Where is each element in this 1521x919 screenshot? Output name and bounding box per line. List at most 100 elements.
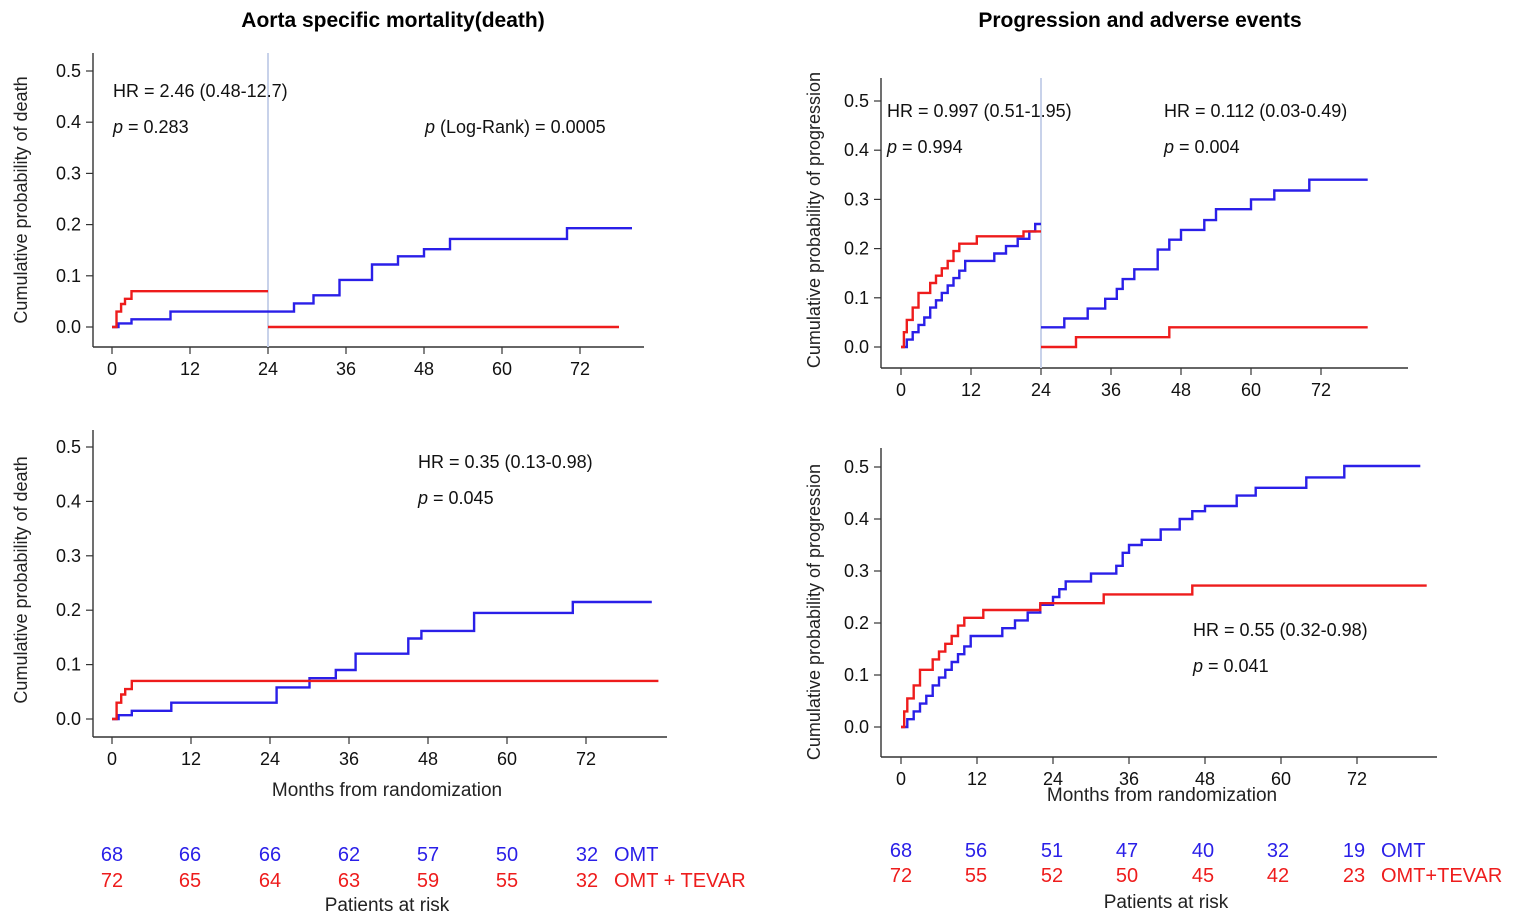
y-tick-label: 0.5 <box>844 91 869 111</box>
risk-count-tevar: 55 <box>965 865 987 887</box>
x-tick-label: 0 <box>896 769 906 789</box>
y-axis-label: Cumulative probability of progression <box>804 72 824 368</box>
risk-count-tevar: 63 <box>338 870 360 892</box>
risk-count-omt: 56 <box>965 840 987 862</box>
risk-count-omt: 32 <box>576 844 598 866</box>
y-tick-label: 0.0 <box>844 337 869 357</box>
panel-aorta-mortality-overall: 0.0 0.1 0.2 0.3 0.4 0.5 0 12 24 36 48 60 72 Cumulativ… <box>11 430 667 801</box>
risk-label-omt: OMT <box>614 844 658 866</box>
series-line-omt <box>112 600 652 721</box>
x-tick-label: 0 <box>896 380 906 400</box>
risk-count-omt: 51 <box>1041 840 1063 862</box>
x-tick-label: 72 <box>1347 769 1367 789</box>
hazard-ratio-label: HR = 0.112 (0.03-0.49) <box>1164 101 1347 121</box>
risk-count-omt: 62 <box>338 844 360 866</box>
y-tick-label: 0.2 <box>844 613 869 633</box>
y-tick-label: 0.5 <box>844 457 869 477</box>
p-value-label: p = 0.004 <box>1163 137 1240 157</box>
x-tick-label: 12 <box>967 769 987 789</box>
y-tick-label: 0.3 <box>844 561 869 581</box>
x-tick-label: 36 <box>1119 769 1139 789</box>
x-tick-label: 36 <box>339 749 359 769</box>
x-tick-label: 72 <box>570 359 590 379</box>
x-tick-label: 72 <box>1311 380 1331 400</box>
risk-count-omt: 68 <box>101 844 123 866</box>
y-tick-label: 0.1 <box>844 288 869 308</box>
risk-count-omt: 50 <box>496 844 518 866</box>
x-tick-label: 48 <box>418 749 438 769</box>
right-column-title: Progression and adverse events <box>978 9 1301 32</box>
x-tick-label: 36 <box>336 359 356 379</box>
x-tick-label: 60 <box>497 749 517 769</box>
left-column-title: Aorta specific mortality(death) <box>241 9 544 32</box>
y-tick-label: 0.3 <box>844 189 869 209</box>
y-tick-label: 0.1 <box>56 266 81 286</box>
y-tick-label: 0.1 <box>844 665 869 685</box>
x-tick-label: 48 <box>414 359 434 379</box>
risk-count-tevar: 55 <box>496 870 518 892</box>
risk-table-right: 68 56 51 47 40 32 19 72 55 52 50 45 42 23 OMT OMT+TEVAR… <box>890 840 1502 913</box>
x-tick-label: 24 <box>1043 769 1063 789</box>
p-value-label: p = 0.994 <box>886 137 963 157</box>
risk-count-omt: 32 <box>1267 840 1289 862</box>
risk-table-title: Patients at risk <box>325 895 450 916</box>
risk-count-tevar: 52 <box>1041 865 1063 887</box>
risk-table-left: 68 66 66 62 57 50 32 72 65 64 63 59 55 32 OMT OMT + TEV… <box>101 844 746 916</box>
x-tick-label: 36 <box>1101 380 1121 400</box>
y-tick-label: 0.2 <box>56 215 81 235</box>
y-tick-label: 0.5 <box>56 437 81 457</box>
x-tick-label: 60 <box>1241 380 1261 400</box>
hazard-ratio-label: HR = 0.35 (0.13-0.98) <box>418 452 593 472</box>
x-tick-label: 24 <box>258 359 278 379</box>
p-value-label: p = 0.283 <box>112 117 189 137</box>
risk-count-tevar: 65 <box>179 870 201 892</box>
series-line-omt-tevar <box>901 584 1427 729</box>
series-line-omt-tevar <box>1041 326 1368 349</box>
risk-count-tevar: 64 <box>259 870 281 892</box>
y-tick-label: 0.2 <box>844 239 869 259</box>
x-tick-label: 24 <box>260 749 280 769</box>
x-tick-label: 0 <box>107 359 117 379</box>
y-axis-label: Cumulative probability of progression <box>804 464 824 760</box>
risk-count-tevar: 32 <box>576 870 598 892</box>
risk-count-tevar: 23 <box>1343 865 1365 887</box>
hazard-ratio-label: HR = 0.55 (0.32-0.98) <box>1193 620 1368 640</box>
panel-progression-landmark: 0.0 0.1 0.2 0.3 0.4 0.5 0 12 24 36 48 60 72 Cumulativ… <box>804 72 1408 400</box>
series-line-omt <box>268 226 632 313</box>
hazard-ratio-label: HR = 2.46 (0.48-12.7) <box>113 81 288 101</box>
y-tick-label: 0.0 <box>844 717 869 737</box>
x-tick-label: 60 <box>492 359 512 379</box>
p-value-label: p (Log-Rank) = 0.0005 <box>424 117 606 137</box>
series-line-omt-tevar <box>901 230 1041 349</box>
panel-progression-overall: 0.0 0.1 0.2 0.3 0.4 0.5 0 12 24 36 48 60 72 Cumulativ… <box>804 448 1437 806</box>
x-axis-label: Months from randomization <box>272 780 502 801</box>
y-tick-label: 0.3 <box>56 546 81 566</box>
x-tick-label: 48 <box>1171 380 1191 400</box>
series-line-omt <box>901 464 1421 729</box>
risk-count-omt: 66 <box>259 844 281 866</box>
p-value-label: p = 0.045 <box>417 488 494 508</box>
x-tick-label: 24 <box>1031 380 1051 400</box>
risk-label-omt: OMT <box>1381 840 1425 862</box>
series-line-omt-tevar <box>112 290 268 329</box>
series-line-omt-tevar <box>112 679 659 721</box>
risk-label-tevar: OMT + TEVAR <box>614 870 746 892</box>
series-line-omt <box>112 310 268 329</box>
risk-count-omt: 66 <box>179 844 201 866</box>
y-tick-label: 0.0 <box>56 317 81 337</box>
x-tick-label: 48 <box>1195 769 1215 789</box>
x-axis-label: Months from randomization <box>1047 785 1277 806</box>
risk-count-tevar: 45 <box>1192 865 1214 887</box>
series-line-omt <box>901 222 1041 349</box>
risk-count-tevar: 72 <box>101 870 123 892</box>
y-tick-label: 0.4 <box>56 491 81 511</box>
y-axis-label: Cumulative probability of death <box>11 76 31 323</box>
x-tick-label: 0 <box>107 749 117 769</box>
y-tick-label: 0.2 <box>56 600 81 620</box>
y-tick-label: 0.5 <box>56 61 81 81</box>
risk-count-omt: 40 <box>1192 840 1214 862</box>
y-tick-label: 0.0 <box>56 709 81 729</box>
risk-count-omt: 57 <box>417 844 439 866</box>
y-tick-label: 0.4 <box>56 112 81 132</box>
